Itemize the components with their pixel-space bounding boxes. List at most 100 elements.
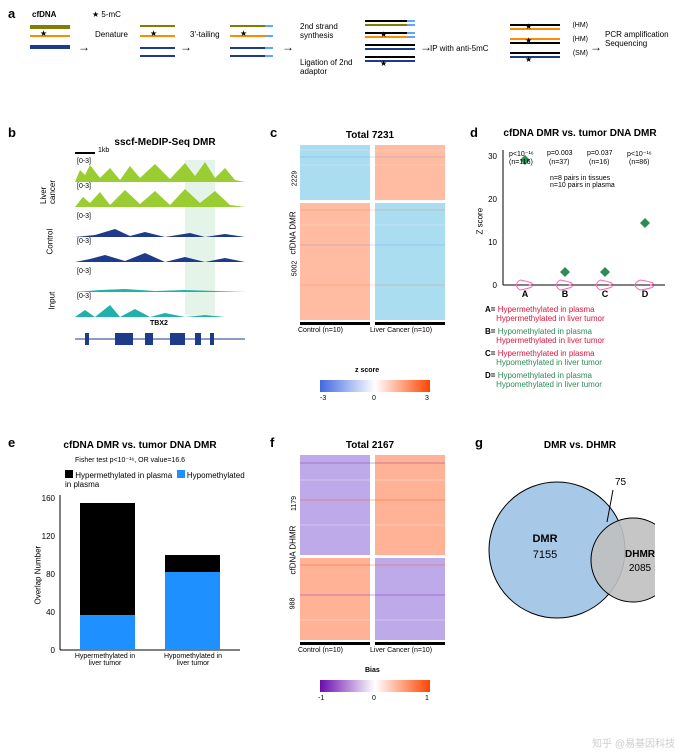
c-count-top: 2229 — [291, 171, 298, 187]
violin-plot: cfDNA DMR vs. tumor DNA DMR 0 10 20 30 A… — [475, 140, 670, 410]
label-control: Control — [46, 215, 55, 255]
f-x2: Liver Cancer (n=10) — [370, 647, 432, 654]
d-n3: (n=16) — [589, 159, 609, 166]
panel-f-ylabel: cfDNA DHMR — [289, 515, 298, 575]
step-pcr: PCR amplification Sequencing — [605, 30, 685, 48]
cfdna-label: cfDNA — [32, 10, 56, 19]
label-liver: Liver cancer — [39, 164, 57, 204]
f-x1: Control (n=10) — [298, 647, 343, 654]
panel-f-label: f — [270, 435, 274, 450]
c-tick-3: 0 — [372, 395, 376, 402]
svg-text:B: B — [562, 289, 569, 299]
panel-b-title: sscf-MeDIP-Seq DMR — [90, 137, 240, 148]
f-count-bottom: 988 — [289, 598, 296, 610]
step-synth: 2nd strand synthesis — [300, 22, 350, 40]
f-tick-2: 1 — [425, 695, 429, 702]
c-colorbar — [320, 380, 430, 392]
d-p4: p<10⁻¹⁶ — [627, 150, 652, 158]
bar-chart: cfDNA DMR vs. tumor DNA DMR Fisher test … — [20, 440, 250, 680]
d-ylabel: Z score — [476, 195, 485, 235]
c-x1-bar — [300, 322, 370, 325]
svg-text:160: 160 — [42, 494, 56, 503]
e-cat1: Hypermethylated in liver tumor — [70, 653, 140, 667]
watermark: 知乎 @易基因科技 — [592, 735, 675, 750]
c-tick-0: -3 — [320, 395, 326, 402]
svg-text:0: 0 — [493, 281, 498, 290]
f-tick-0: -1 — [318, 695, 324, 702]
gene-model — [75, 330, 245, 348]
step-ligation: Ligation of 2nd adaptor — [300, 58, 355, 76]
heatmap-c — [300, 145, 445, 320]
f-zlabel: Bias — [365, 667, 380, 674]
svg-text:C: C — [602, 289, 609, 299]
arrow-1: → — [78, 40, 90, 54]
e-subtitle: Fisher test p<10⁻¹⁶, OR value=16.6 — [75, 456, 185, 464]
svg-text:A: A — [522, 289, 529, 299]
svg-text:DHMR: DHMR — [625, 549, 655, 560]
label-input: Input — [48, 270, 57, 310]
svg-text:20: 20 — [488, 195, 497, 204]
panel-e-title: cfDNA DMR vs. tumor DNA DMR — [50, 440, 230, 451]
panel-c-ylabel: cfDNA DMR — [289, 205, 298, 255]
svg-text:75: 75 — [615, 477, 627, 488]
d-p1: p<10⁻¹⁶ — [509, 150, 534, 158]
svg-text:D: D — [642, 289, 649, 299]
panel-d-title: cfDNA DMR vs. tumor DNA DMR — [495, 128, 665, 139]
step-denature: Denature — [95, 30, 128, 39]
svg-text:2085: 2085 — [629, 563, 652, 574]
d-p3: p=0.037 — [587, 150, 613, 157]
track-input-1 — [75, 270, 245, 292]
svg-text:10: 10 — [488, 238, 497, 247]
f-count-top: 1179 — [291, 496, 298, 511]
f-x2-bar — [375, 642, 445, 645]
f-colorbar — [320, 680, 430, 692]
d-note: n=8 pairs in tissues n=10 pairs in plasm… — [550, 175, 615, 189]
e-ylabel: Overlap Number — [34, 545, 43, 605]
c-x2-bar — [375, 322, 445, 325]
panel-g-title: DMR vs. DHMR — [510, 440, 650, 451]
svg-text:DMR: DMR — [532, 533, 557, 545]
f-tick-1: 0 — [372, 695, 376, 702]
d-p2: p=0.003 — [547, 150, 573, 157]
heatmap-f — [300, 455, 445, 640]
panel-d-label: d — [470, 125, 478, 140]
c-x2: Liver Cancer (n=10) — [370, 327, 432, 334]
svg-text:30: 30 — [488, 152, 497, 161]
c-count-bottom: 5002 — [291, 261, 298, 277]
arrow-2: → — [180, 40, 192, 54]
track-liver-2 — [75, 185, 245, 207]
svg-text:40: 40 — [46, 608, 55, 617]
panel-a-label: a — [8, 6, 15, 21]
svg-text:7155: 7155 — [533, 549, 557, 561]
c-x1: Control (n=10) — [298, 327, 343, 334]
svg-text:80: 80 — [46, 570, 55, 579]
c-zlabel: z score — [355, 367, 379, 374]
track-liver-1 — [75, 160, 245, 182]
arrow-4: → — [420, 40, 432, 54]
panel-g-label: g — [475, 435, 483, 450]
panel-b-label: b — [8, 125, 16, 140]
mc-label: ★ 5-mC — [92, 10, 121, 19]
track-ctrl-1 — [75, 215, 245, 237]
arrow-3: → — [282, 40, 294, 54]
step-ip: IP with anti-5mC — [430, 44, 500, 53]
venn-diagram: DMR 7155 DHMR 2085 75 — [475, 460, 655, 640]
d-n1: (n=116) — [509, 159, 533, 166]
svg-text:0: 0 — [51, 646, 56, 655]
track-input-2 — [75, 295, 245, 317]
e-cat2: Hypomethylated in liver tumor — [158, 653, 228, 667]
d-n4: (n=86) — [629, 159, 649, 166]
track-panel: sscf-MeDIP-Seq DMR 1kb Liver cancer Cont… — [20, 140, 250, 350]
gene-label: TBX2 — [150, 320, 168, 327]
step-tailing: 3'-tailing — [190, 30, 220, 39]
panel-e-label: e — [8, 435, 15, 450]
c-tick-6: 3 — [425, 395, 429, 402]
svg-text:120: 120 — [42, 532, 56, 541]
panel-c-title: Total 7231 — [300, 130, 440, 141]
d-n2: (n=37) — [549, 159, 569, 166]
scale-bar — [75, 152, 95, 154]
d-legend: A= Hypermethylated in plasma Hypermethyl… — [485, 305, 605, 389]
track-ctrl-2 — [75, 240, 245, 262]
f-x1-bar — [300, 642, 370, 645]
scale-label: 1kb — [98, 147, 109, 154]
